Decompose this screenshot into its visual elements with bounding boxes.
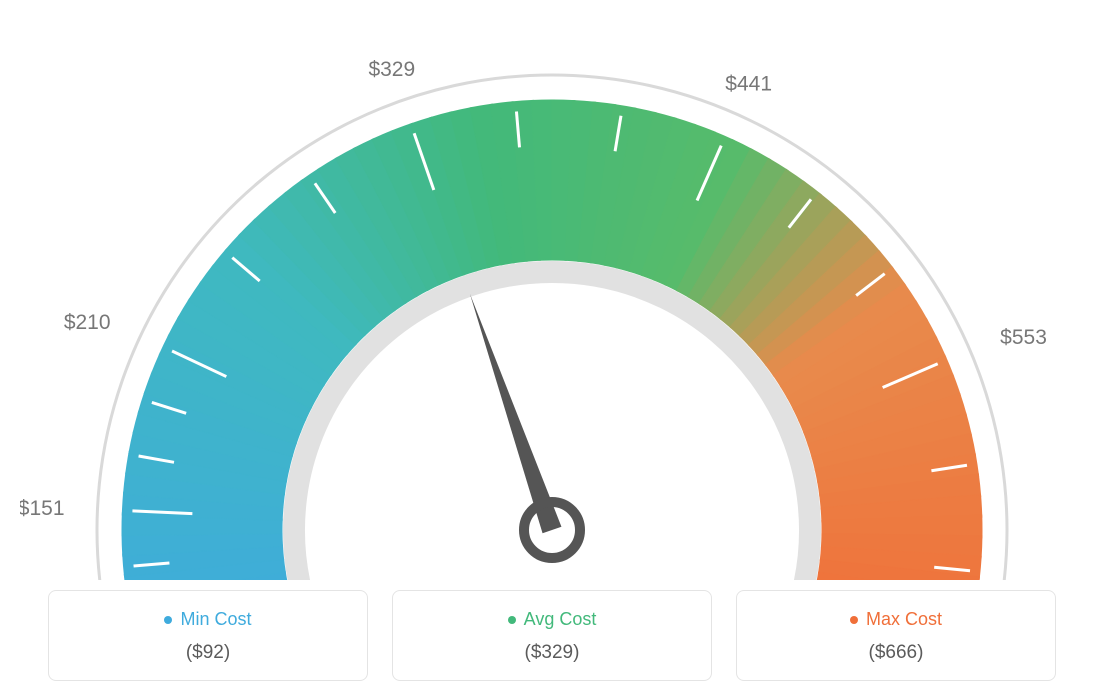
legend-label-text: Avg Cost [524,609,597,630]
cost-gauge: $92$151$210$329$441$553$666 [20,20,1084,580]
legend-value-avg: ($329) [403,642,701,664]
tick-label: $553 [1000,326,1047,349]
tick-label: $210 [64,311,111,334]
legend-label-min: Min Cost [59,609,357,630]
tick-label: $329 [368,58,415,81]
legend-dot-min [164,616,172,624]
legend-card-avg: Avg Cost ($329) [392,590,712,681]
tick-label: $441 [725,72,772,95]
legend-row: Min Cost ($92) Avg Cost ($329) Max Cost … [20,590,1084,681]
legend-label-text: Min Cost [180,609,251,630]
legend-dot-max [850,616,858,624]
legend-value-min: ($92) [59,642,357,664]
legend-label-max: Max Cost [747,609,1045,630]
gauge-chart-container: $92$151$210$329$441$553$666 Min Cost ($9… [20,20,1084,681]
legend-dot-avg [508,616,516,624]
legend-card-max: Max Cost ($666) [736,590,1056,681]
legend-label-avg: Avg Cost [403,609,701,630]
tick-label: $151 [20,497,65,520]
legend-value-max: ($666) [747,642,1045,664]
legend-card-min: Min Cost ($92) [48,590,368,681]
legend-label-text: Max Cost [866,609,942,630]
